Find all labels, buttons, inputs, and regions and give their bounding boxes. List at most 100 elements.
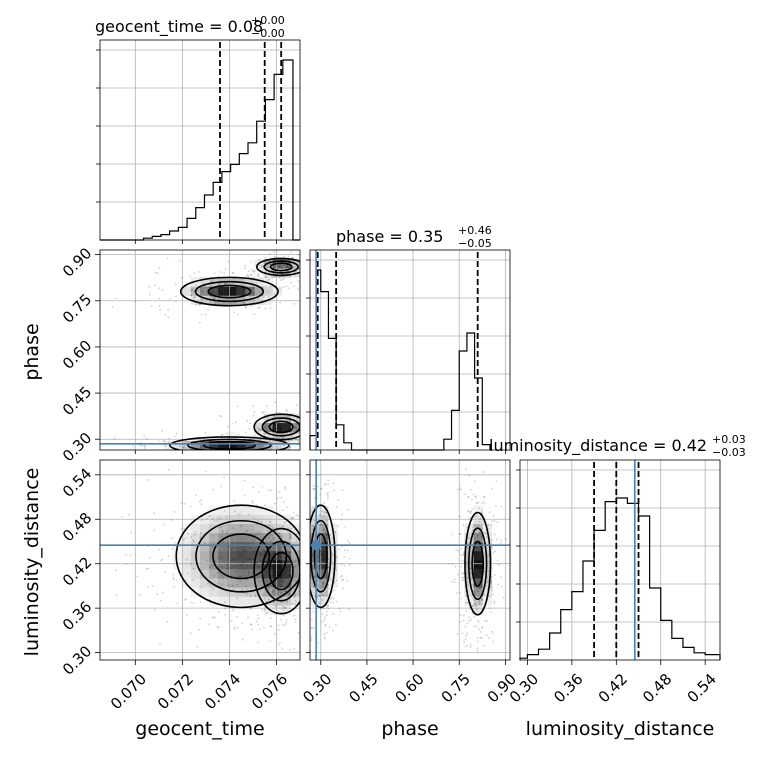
- sample-point: [287, 564, 290, 566]
- density-cell: [218, 560, 228, 570]
- sample-point: [268, 536, 270, 539]
- sample-point: [322, 540, 325, 543]
- sample-point: [487, 579, 490, 582]
- sample-point: [175, 432, 178, 435]
- sample-point: [232, 557, 235, 560]
- sample-point: [465, 635, 468, 637]
- sample-point: [153, 609, 156, 611]
- sample-point: [277, 590, 280, 593]
- sample-point: [257, 519, 259, 522]
- density-cell: [281, 569, 292, 579]
- scatter-layer: [111, 251, 508, 652]
- sample-point: [144, 445, 147, 448]
- sample-point: [193, 296, 196, 299]
- sample-point: [250, 273, 253, 276]
- density-cell: [290, 413, 301, 424]
- sample-point: [271, 573, 274, 576]
- sample-point: [460, 597, 463, 600]
- sample-point: [269, 640, 272, 643]
- sample-point: [468, 619, 471, 622]
- sample-point: [228, 545, 231, 548]
- density-cell: [272, 550, 283, 561]
- sample-point: [272, 427, 275, 430]
- sample-point: [250, 305, 253, 308]
- sample-point: [297, 631, 300, 634]
- sample-point: [319, 550, 321, 552]
- xtick-label-luminosity_distance-4: 0.54: [684, 670, 720, 706]
- sample-point: [490, 630, 493, 633]
- sample-point: [193, 290, 195, 292]
- density-cell: [236, 523, 246, 534]
- sample-point: [494, 550, 497, 553]
- sample-point: [326, 566, 329, 569]
- sample-point: [319, 473, 321, 476]
- density-cell: [172, 440, 183, 451]
- sample-point: [459, 533, 462, 535]
- sample-point: [216, 517, 219, 520]
- sample-point: [478, 599, 481, 602]
- sample-point: [473, 599, 476, 602]
- sample-point: [218, 289, 221, 292]
- sample-point: [496, 521, 499, 523]
- sample-point: [256, 562, 258, 564]
- sample-point: [491, 632, 494, 635]
- sample-point: [228, 289, 231, 292]
- density-cell: [245, 505, 255, 515]
- sample-point: [221, 583, 224, 586]
- sample-point: [249, 422, 251, 425]
- sample-point: [321, 510, 323, 513]
- sample-point: [157, 440, 160, 443]
- sample-point: [185, 579, 188, 582]
- sample-point: [310, 636, 313, 639]
- sample-point: [495, 480, 498, 483]
- ytick-label-luminosity_distance-3: 0.48: [59, 509, 95, 545]
- sample-point: [325, 536, 328, 539]
- sample-point: [323, 527, 325, 530]
- sample-point: [311, 525, 314, 528]
- sample-point: [319, 538, 322, 540]
- sample-point: [485, 580, 488, 583]
- sample-point: [317, 598, 320, 600]
- sample-point: [266, 580, 269, 583]
- sample-point: [319, 514, 321, 516]
- sample-point: [493, 602, 495, 605]
- sample-point: [285, 566, 288, 569]
- sample-point: [471, 526, 474, 529]
- contour-phase_vs_geocent_time-1-0: [207, 284, 252, 299]
- density-cell: [319, 587, 329, 597]
- sample-point: [257, 614, 259, 617]
- sample-point: [291, 602, 294, 605]
- sample-point: [465, 594, 468, 597]
- density-cell: [218, 541, 228, 552]
- contour-phase_vs_geocent_time-3-1: [187, 438, 272, 450]
- sample-point: [274, 275, 277, 278]
- sample-point: [207, 582, 210, 585]
- sample-point: [217, 626, 220, 629]
- sample-point: [263, 608, 266, 611]
- sample-point: [256, 530, 259, 533]
- sample-point: [198, 304, 201, 306]
- sample-point: [290, 517, 293, 520]
- sample-point: [143, 435, 146, 437]
- sample-point: [278, 571, 281, 574]
- sample-point: [223, 476, 226, 479]
- sample-point: [290, 537, 293, 540]
- sample-point: [158, 287, 160, 290]
- density-cell: [319, 541, 329, 552]
- sample-point: [213, 520, 216, 523]
- sample-point: [171, 548, 174, 550]
- sample-point: [239, 552, 242, 555]
- sample-point: [224, 268, 227, 270]
- contour-phase_vs_geocent_time-1-2: [179, 276, 279, 307]
- sample-point: [325, 534, 328, 536]
- sample-point: [287, 427, 290, 430]
- sample-point: [480, 535, 483, 538]
- sample-point: [279, 562, 282, 565]
- sample-point: [200, 568, 203, 571]
- sample-point: [217, 572, 219, 574]
- sample-point: [287, 287, 290, 290]
- sample-point: [454, 565, 457, 568]
- density-cell: [181, 569, 192, 579]
- sample-point: [287, 415, 290, 418]
- sample-point: [482, 644, 485, 647]
